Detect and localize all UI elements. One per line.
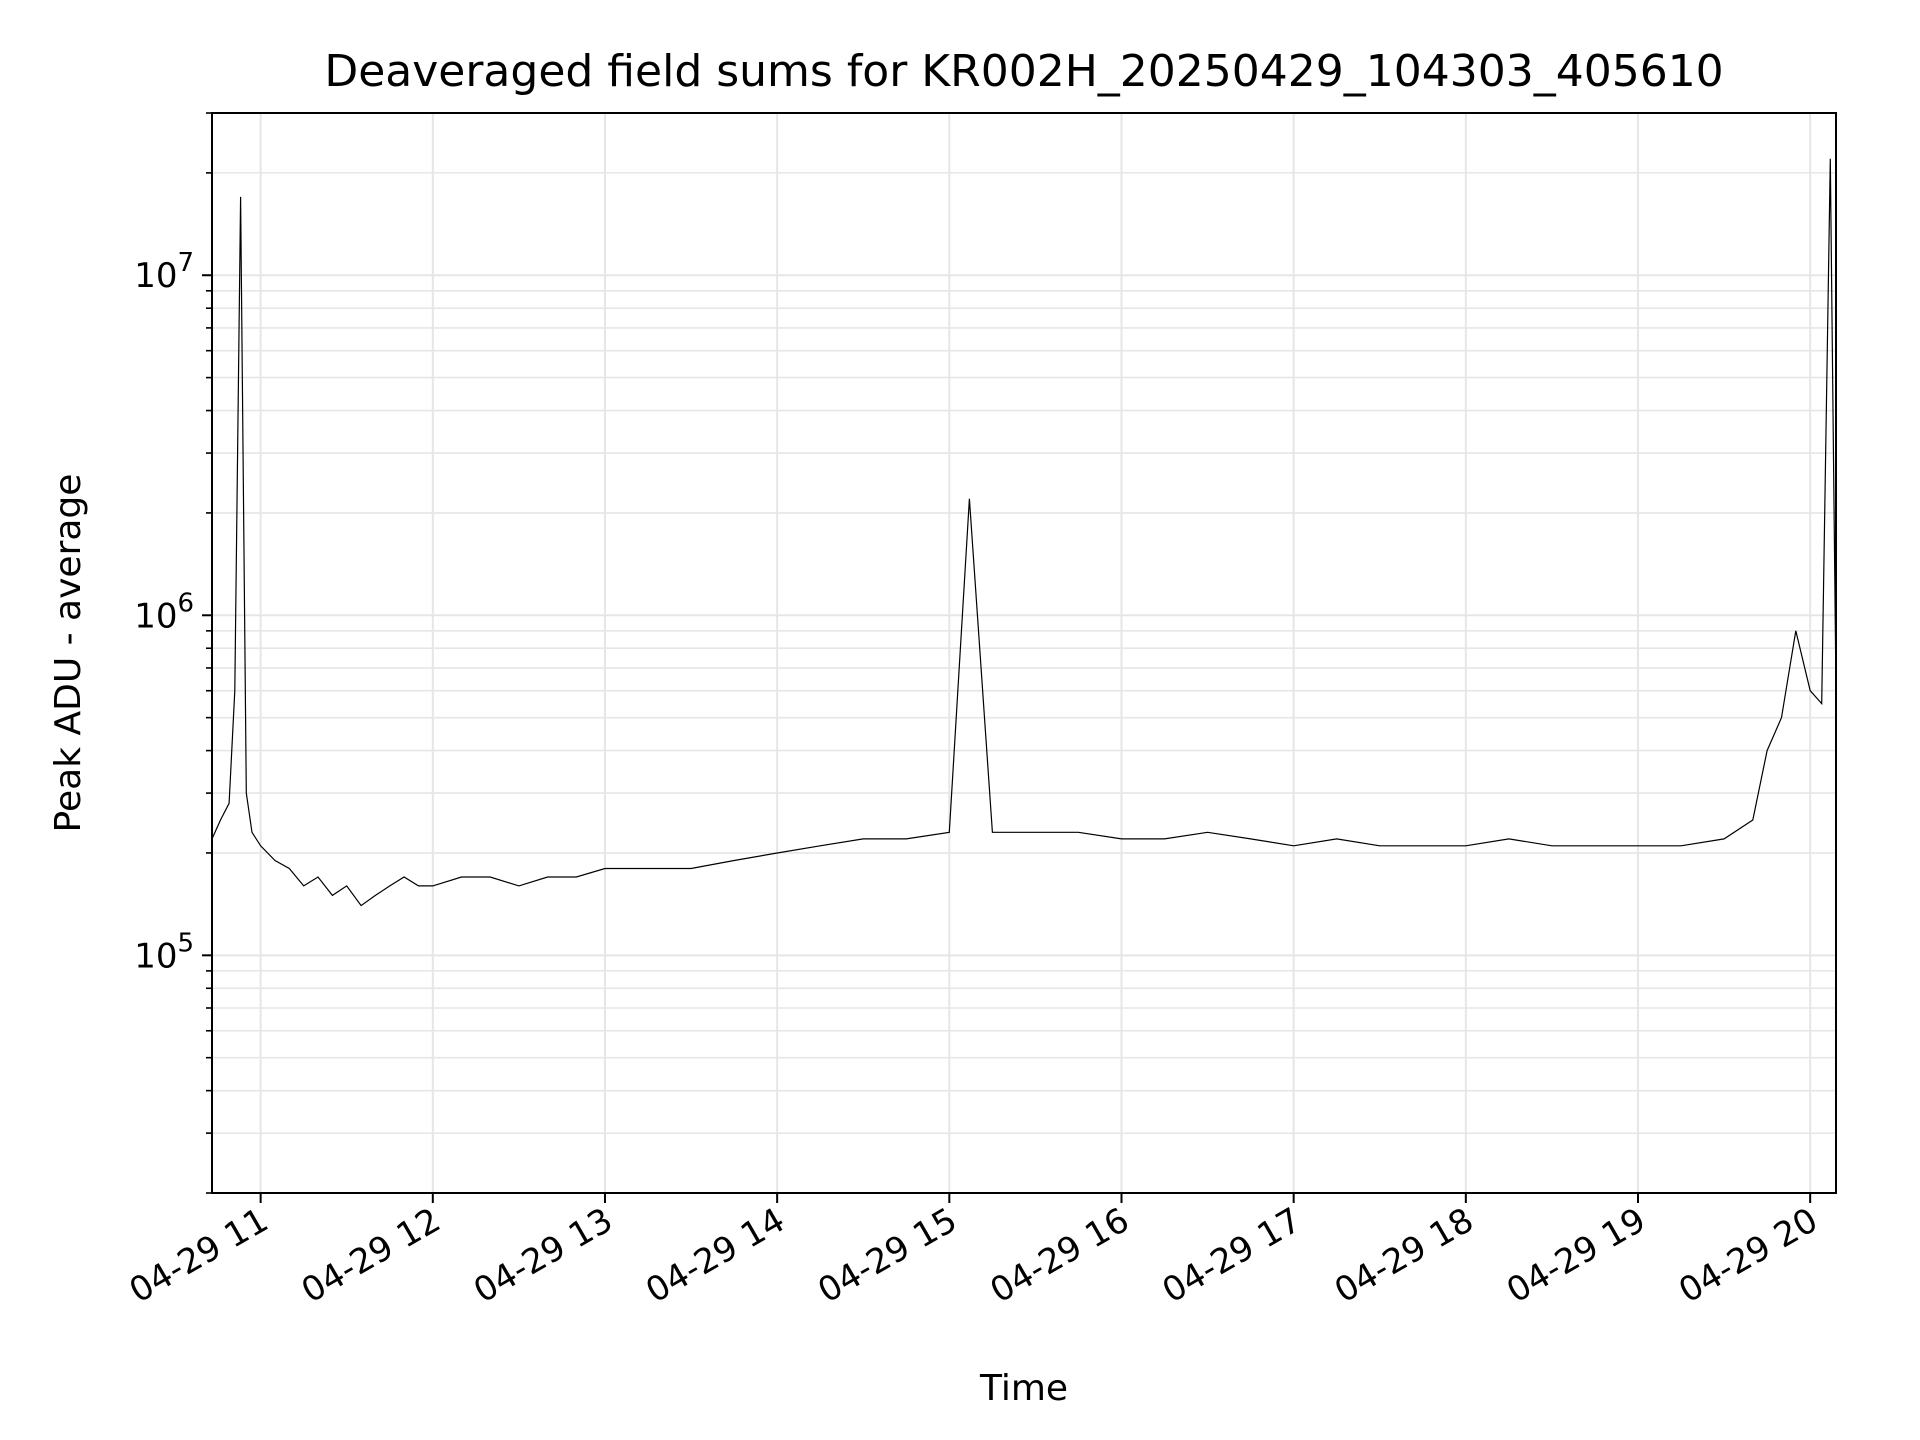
y-tick-label: 107 bbox=[134, 248, 194, 296]
x-tick-label: 04-29 18 bbox=[1328, 1200, 1480, 1311]
x-axis: 04-29 11 04-29 12 04-29 13 04-29 14 04-29 15… bbox=[123, 1193, 1825, 1311]
series-line bbox=[211, 158, 1837, 907]
y-axis-label: Peak ADU - average bbox=[48, 474, 89, 833]
grid bbox=[212, 112, 1836, 1194]
x-tick-label: 04-29 14 bbox=[639, 1200, 791, 1311]
x-tick-label: 04-29 20 bbox=[1672, 1200, 1824, 1311]
y-axis: 105 106 107 bbox=[134, 112, 212, 1194]
x-tick-label: 04-29 12 bbox=[295, 1200, 447, 1311]
x-tick-label: 04-29 17 bbox=[1156, 1200, 1308, 1311]
x-tick-label: 04-29 15 bbox=[811, 1200, 963, 1311]
x-tick-label: 04-29 16 bbox=[984, 1200, 1136, 1311]
plot-frame bbox=[211, 112, 1837, 1194]
x-tick-label: 04-29 13 bbox=[467, 1200, 619, 1311]
x-axis-label: Time bbox=[979, 1368, 1068, 1409]
y-tick-label: 106 bbox=[134, 588, 194, 636]
x-tick-label: 04-29 19 bbox=[1500, 1200, 1652, 1311]
chart-title: Deaveraged field sums for KR002H_2025042… bbox=[324, 46, 1723, 97]
y-tick-label: 105 bbox=[134, 928, 194, 976]
x-tick-label: 04-29 11 bbox=[123, 1200, 275, 1311]
